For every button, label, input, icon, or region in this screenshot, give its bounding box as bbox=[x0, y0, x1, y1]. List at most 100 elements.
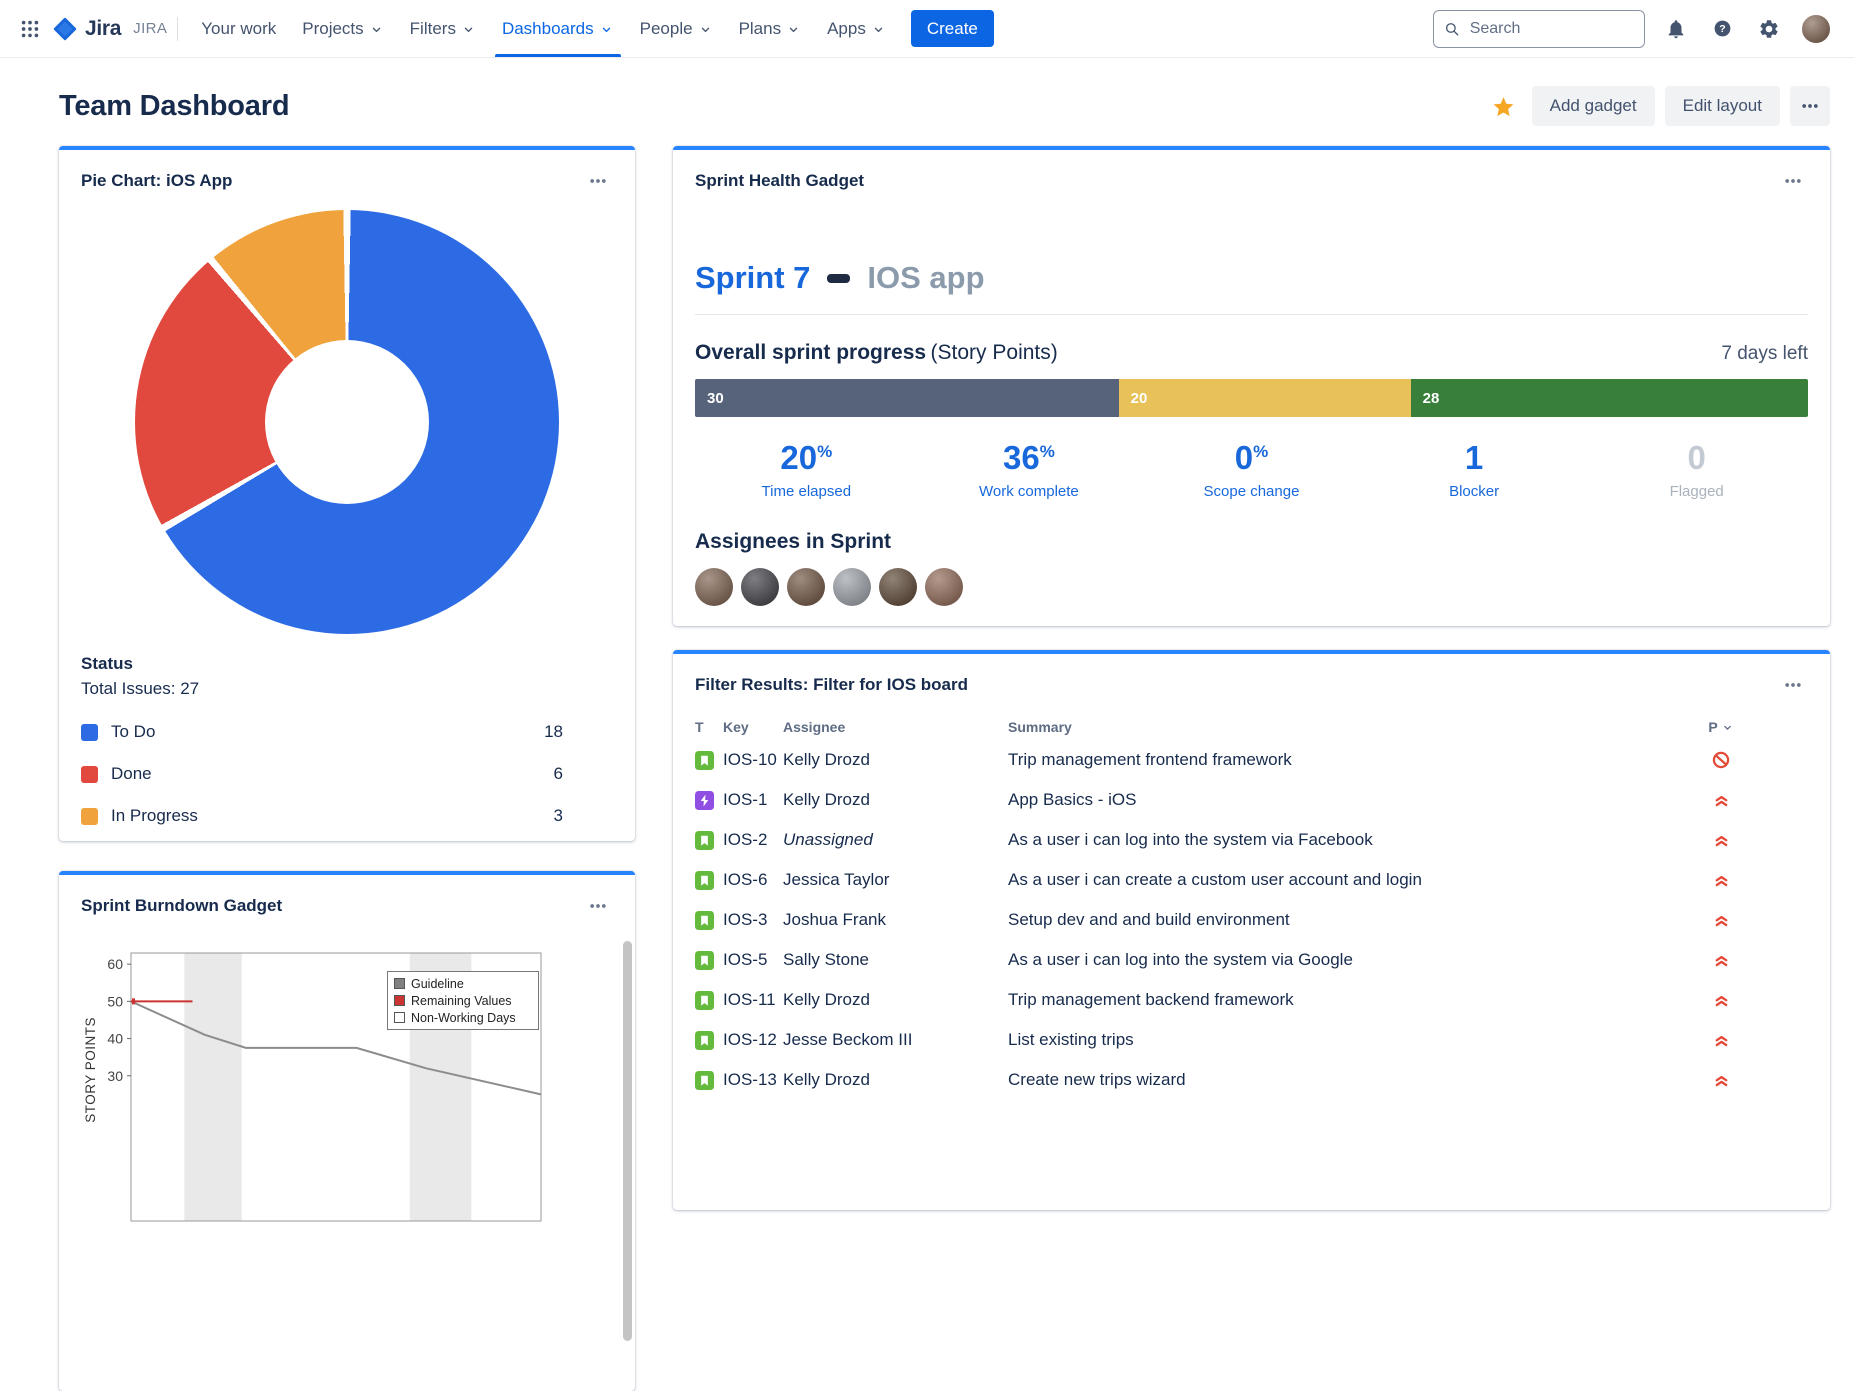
jira-logo[interactable]: Jira bbox=[46, 16, 129, 42]
assignees-label: Assignees in Sprint bbox=[695, 530, 892, 553]
priority-highest-icon bbox=[1715, 835, 1727, 846]
help-button[interactable]: ? bbox=[1707, 13, 1738, 44]
issue-key: IOS-3 bbox=[723, 910, 768, 929]
pie-donut-chart[interactable] bbox=[135, 210, 559, 634]
nav-divider bbox=[177, 16, 179, 41]
priority-highest-icon bbox=[1715, 875, 1727, 886]
issue-row[interactable]: IOS-1 Kelly Drozd App Basics - iOS bbox=[695, 780, 1808, 820]
user-avatar[interactable] bbox=[1800, 12, 1832, 45]
issue-priority-cell bbox=[1701, 952, 1741, 969]
assignee-avatar[interactable] bbox=[787, 568, 825, 606]
pie-legend: To Do 18 Done 6 In Progress 3 bbox=[81, 711, 613, 837]
favorite-button[interactable] bbox=[1485, 88, 1522, 125]
divider bbox=[695, 314, 1808, 315]
progress-sublabel: (Story Points) bbox=[930, 341, 1058, 364]
issue-key: IOS-12 bbox=[723, 1030, 777, 1049]
top-navigation: Jira JIRA Your work Projects Filters Dashbo… bbox=[0, 0, 1854, 58]
nav-item-people[interactable]: People bbox=[627, 0, 726, 57]
issue-row[interactable]: IOS-6 Jessica Taylor As a user i can cre… bbox=[695, 860, 1808, 900]
svg-text:?: ? bbox=[1719, 23, 1725, 35]
story-icon bbox=[695, 950, 714, 970]
issue-type-cell bbox=[695, 870, 723, 890]
assignee-avatar[interactable] bbox=[879, 568, 917, 606]
pie-card-title: Pie Chart: iOS App bbox=[81, 171, 233, 190]
svg-text:30: 30 bbox=[107, 1068, 123, 1084]
issue-rows: IOS-10 Kelly Drozd Trip management front… bbox=[695, 740, 1808, 1100]
story-icon bbox=[695, 910, 714, 930]
nav-item-your-work[interactable]: Your work bbox=[201, 18, 277, 38]
site-label: JIRA bbox=[133, 20, 168, 37]
more-icon bbox=[1785, 179, 1801, 183]
help-icon: ? bbox=[1714, 20, 1731, 37]
issue-assignee: Kelly Drozd bbox=[783, 1070, 870, 1089]
pie-legend-item[interactable]: To Do 18 bbox=[81, 711, 613, 753]
epic-icon bbox=[695, 790, 714, 810]
assignee-avatar-row bbox=[695, 568, 1808, 606]
filter-results-title: Filter Results: Filter for IOS board bbox=[695, 675, 968, 694]
assignee-avatar[interactable] bbox=[833, 568, 871, 606]
assignee-avatar[interactable] bbox=[925, 568, 963, 606]
column-priority[interactable]: P bbox=[1701, 719, 1741, 735]
dashboard-more-button[interactable] bbox=[1790, 86, 1830, 126]
stat-flagged: 0 Flagged bbox=[1669, 439, 1724, 500]
legend-color-swatch bbox=[81, 807, 98, 825]
issue-assignee: Sally Stone bbox=[783, 950, 869, 969]
issue-type-cell bbox=[695, 1030, 723, 1050]
progress-label: Overall sprint progress bbox=[695, 341, 927, 364]
pie-legend-item[interactable]: Done 6 bbox=[81, 753, 613, 795]
legend-label: Done bbox=[111, 764, 152, 783]
issue-row[interactable]: IOS-3 Joshua Frank Setup dev and and bui… bbox=[695, 900, 1808, 940]
nav-item-apps[interactable]: Apps bbox=[814, 0, 899, 57]
issue-table-header: T Key Assignee Summary P bbox=[695, 714, 1808, 740]
issue-assignee: Joshua Frank bbox=[783, 910, 886, 929]
stat-time-elapsed: 20% Time elapsed bbox=[761, 439, 852, 500]
more-icon bbox=[590, 179, 606, 183]
search-box[interactable] bbox=[1433, 9, 1645, 48]
priority-highest-icon bbox=[1715, 955, 1727, 966]
sprint-burndown-card: Sprint Burndown Gadget STORY POINTS 60 50… bbox=[59, 871, 635, 1391]
assignee-avatar[interactable] bbox=[695, 568, 733, 606]
issue-row[interactable]: IOS-5 Sally Stone As a user i can log in… bbox=[695, 940, 1808, 980]
story-icon bbox=[695, 1030, 714, 1050]
nav-item-projects[interactable]: Projects bbox=[289, 0, 396, 57]
search-input[interactable] bbox=[1467, 18, 1634, 39]
filter-results-more-button[interactable] bbox=[1778, 670, 1808, 700]
add-gadget-button[interactable]: Add gadget bbox=[1531, 86, 1655, 126]
issue-priority-cell bbox=[1701, 1072, 1741, 1089]
story-icon bbox=[695, 830, 714, 850]
chevron-down-icon bbox=[372, 27, 380, 32]
assignee-avatar[interactable] bbox=[741, 568, 779, 606]
pie-legend-item[interactable]: In Progress 3 bbox=[81, 795, 613, 837]
sprint-name[interactable]: Sprint 7 bbox=[695, 260, 811, 295]
legend-value: 6 bbox=[553, 764, 563, 783]
progress-segment-in-progress: 20 bbox=[1118, 379, 1411, 417]
edit-layout-button[interactable]: Edit layout bbox=[1664, 86, 1780, 126]
column-assignee: Assignee bbox=[783, 719, 846, 735]
nav-item-filters[interactable]: Filters bbox=[397, 0, 489, 57]
issue-key: IOS-6 bbox=[723, 870, 768, 889]
nav-item-plans[interactable]: Plans bbox=[726, 0, 815, 57]
settings-button[interactable] bbox=[1753, 13, 1785, 45]
chevron-down-icon bbox=[789, 27, 798, 32]
issue-table: T Key Assignee Summary P bbox=[695, 714, 1808, 1100]
scrollbar-thumb[interactable] bbox=[623, 941, 632, 1341]
issue-row[interactable]: IOS-12 Jesse Beckom III List existing tr… bbox=[695, 1020, 1808, 1060]
pie-chart-card: Pie Chart: iOS App Status Total Issues: … bbox=[59, 146, 635, 841]
burndown-card-more-button[interactable] bbox=[583, 891, 613, 921]
issue-row[interactable]: IOS-2 Unassigned As a user i can log int… bbox=[695, 820, 1808, 860]
more-icon bbox=[590, 904, 606, 908]
issue-summary: Trip management backend framework bbox=[1008, 990, 1294, 1009]
issue-row[interactable]: IOS-10 Kelly Drozd Trip management front… bbox=[695, 740, 1808, 780]
issue-assignee: Kelly Drozd bbox=[783, 990, 870, 1009]
pie-card-more-button[interactable] bbox=[583, 166, 613, 196]
issue-row[interactable]: IOS-11 Kelly Drozd Trip management backe… bbox=[695, 980, 1808, 1020]
app-switcher-button[interactable] bbox=[14, 13, 46, 45]
column-key: Key bbox=[723, 719, 749, 735]
create-button[interactable]: Create bbox=[910, 10, 994, 47]
nav-item-dashboards[interactable]: Dashboards bbox=[489, 0, 627, 57]
issue-key: IOS-10 bbox=[723, 750, 777, 769]
issue-row[interactable]: IOS-13 Kelly Drozd Create new trips wiza… bbox=[695, 1060, 1808, 1100]
sprint-health-more-button[interactable] bbox=[1778, 166, 1808, 196]
issue-type-cell bbox=[695, 750, 723, 770]
notifications-button[interactable] bbox=[1660, 13, 1692, 45]
